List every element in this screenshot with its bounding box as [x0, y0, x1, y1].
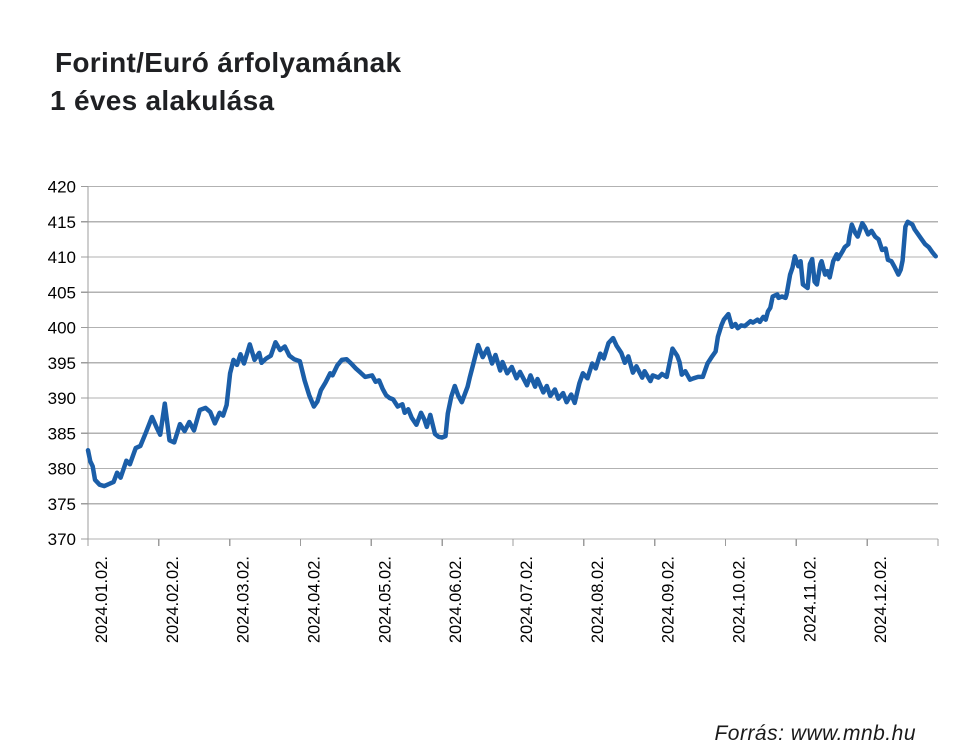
- y-tick-label: 420: [48, 178, 76, 197]
- x-tick-label: 2024.09.02.: [660, 556, 678, 643]
- source-attribution: Forrás: www.mnb.hu: [714, 722, 916, 745]
- y-tick-label: 410: [48, 248, 76, 267]
- y-tick-label: 400: [48, 319, 76, 338]
- x-tick-label: 2024.12.02.: [872, 556, 890, 643]
- x-tick-label: 2024.06.02.: [447, 556, 465, 643]
- exchange-rate-line: [85, 219, 938, 489]
- x-tick-label: 2024.05.02.: [376, 556, 394, 643]
- y-tick-label: 380: [48, 460, 76, 479]
- chart-title-line1: Forint/Euró árfolyamának: [55, 47, 402, 78]
- y-tick-label: 390: [48, 389, 76, 408]
- line-chart: 370 375 380 385 390 395 400 405 410 415 420 2024.01…: [48, 178, 939, 643]
- x-tick-label: 2024.10.02.: [731, 556, 749, 643]
- y-tick-label: 385: [48, 424, 76, 443]
- x-tick-label: 2024.07.02.: [518, 556, 536, 643]
- y-tick-label: 375: [48, 495, 76, 514]
- x-tick-label: 2024.11.02.: [801, 556, 819, 642]
- x-tick-label: 2024.04.02.: [306, 556, 324, 643]
- page-title: Forint/Euró árfolyamának 1 éves alakulása: [50, 44, 401, 120]
- y-tick-label: 405: [48, 283, 76, 302]
- x-tick-label: 2024.08.02.: [589, 556, 607, 643]
- x-tick-label: 2024.02.02.: [164, 556, 182, 643]
- y-tick-label: 370: [48, 530, 76, 549]
- chart-title-line2: 1 éves alakulása: [50, 85, 275, 116]
- y-tick-label: 415: [48, 213, 76, 232]
- x-tick-label: 2024.01.02.: [93, 556, 111, 643]
- x-tick-label: 2024.03.02.: [235, 556, 253, 643]
- chart-header: Forint/Euró árfolyamának 1 éves alakulása: [50, 44, 401, 120]
- y-tick-label: 395: [48, 354, 76, 373]
